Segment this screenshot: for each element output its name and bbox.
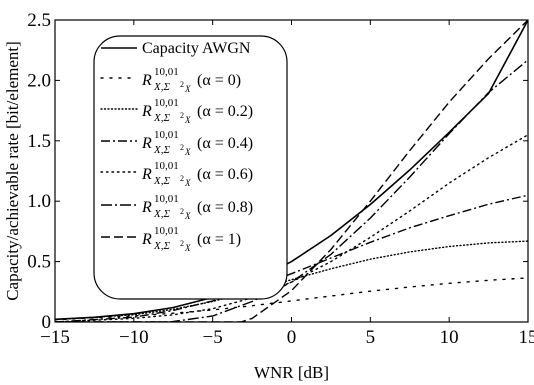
- y-axis-label: Capacity/achievable rate [bit/element]: [3, 41, 22, 301]
- legend-superscript: 10,01: [154, 225, 179, 237]
- series-line-4: [55, 134, 528, 322]
- axis-ticks: −15 −10 −5 0 5 10 15 0 0.5 1.0 1.5 2.0 2.5: [27, 10, 534, 348]
- legend-superscript: 10,01: [154, 160, 179, 172]
- legend-symbol: R: [141, 166, 152, 183]
- legend-sub-x: X: [184, 243, 191, 253]
- legend-subscript: X,Σ: [153, 81, 170, 93]
- legend-alpha: (α = 0.4): [197, 135, 253, 152]
- y-tick-label: 0.5: [27, 252, 51, 273]
- axis-labels: WNR [dB] Capacity/achievable rate [bit/e…: [3, 41, 329, 382]
- legend-alpha: (α = 0.8): [197, 199, 253, 216]
- legend-alpha: (α = 1): [197, 231, 241, 248]
- legend-subscript: X,Σ: [153, 208, 170, 220]
- legend-subscript: X,Σ: [153, 175, 170, 187]
- legend-sub-exp: 2: [180, 143, 184, 152]
- legend-sub-exp: 2: [180, 80, 184, 89]
- legend-subscript: X,Σ: [153, 144, 170, 156]
- legend-symbol: R: [141, 103, 152, 120]
- legend-sub-x: X: [184, 211, 191, 221]
- legend-sub-x: X: [184, 115, 191, 125]
- x-tick-label: −10: [119, 327, 149, 348]
- series-line-5: [55, 59, 528, 322]
- legend-sub-exp: 2: [180, 111, 184, 120]
- legend-entry-3: R 10,01 X,Σ 2 X (α = 0.4): [141, 129, 253, 157]
- legend-entry-5: R 10,01 X,Σ 2 X (α = 0.8): [141, 193, 253, 221]
- y-tick-label: 2.0: [27, 70, 51, 91]
- series-lines: [55, 20, 528, 322]
- x-tick-label: 0: [287, 327, 297, 348]
- legend-subscript: X,Σ: [153, 112, 170, 124]
- x-axis-label: WNR [dB]: [254, 363, 329, 382]
- legend-entry-0: Capacity AWGN: [142, 40, 251, 57]
- series-line-2: [55, 240, 528, 321]
- legend-alpha: (α = 0.2): [197, 103, 253, 120]
- legend-entry-4: R 10,01 X,Σ 2 X (α = 0.6): [141, 160, 253, 188]
- legend-symbol: R: [141, 231, 152, 248]
- legend-superscript: 10,01: [154, 193, 179, 205]
- legend-subscript: X,Σ: [153, 240, 170, 252]
- y-tick-label: 0: [42, 312, 52, 333]
- legend-entry-1: R 10,01 X,Σ 2 X (α = 0): [141, 66, 241, 94]
- legend-box: [93, 35, 288, 300]
- legend-sub-x: X: [184, 178, 191, 188]
- legend-entry-6: R 10,01 X,Σ 2 X (α = 1): [141, 225, 241, 253]
- legend-sub-x: X: [184, 147, 191, 157]
- legend-entry-2: R 10,01 X,Σ 2 X (α = 0.2): [141, 97, 253, 125]
- series-line-0: [55, 20, 528, 321]
- y-tick-label: 2.5: [27, 10, 51, 31]
- legend-symbol: R: [141, 135, 152, 152]
- legend-sub-exp: 2: [180, 174, 184, 183]
- series-line-6: [55, 20, 528, 322]
- x-tick-label: 15: [519, 327, 534, 348]
- legend-sub-exp: 2: [180, 207, 184, 216]
- legend-superscript: 10,01: [154, 66, 179, 78]
- y-tick-label: 1.5: [27, 131, 51, 152]
- x-tick-label: −5: [203, 327, 223, 348]
- legend-sub-x: X: [184, 84, 191, 94]
- x-tick-label: 10: [440, 327, 459, 348]
- x-tick-label: 5: [366, 327, 376, 348]
- y-tick-label: 1.0: [27, 191, 51, 212]
- legend-superscript: 10,01: [154, 129, 179, 141]
- legend-symbol: R: [141, 72, 152, 89]
- legend-alpha: (α = 0.6): [197, 166, 253, 183]
- legend-symbol: R: [141, 199, 152, 216]
- x-tick-label: −15: [40, 327, 70, 348]
- legend-alpha: (α = 0): [197, 72, 241, 89]
- legend-sub-exp: 2: [180, 239, 184, 248]
- legend-superscript: 10,01: [154, 97, 179, 109]
